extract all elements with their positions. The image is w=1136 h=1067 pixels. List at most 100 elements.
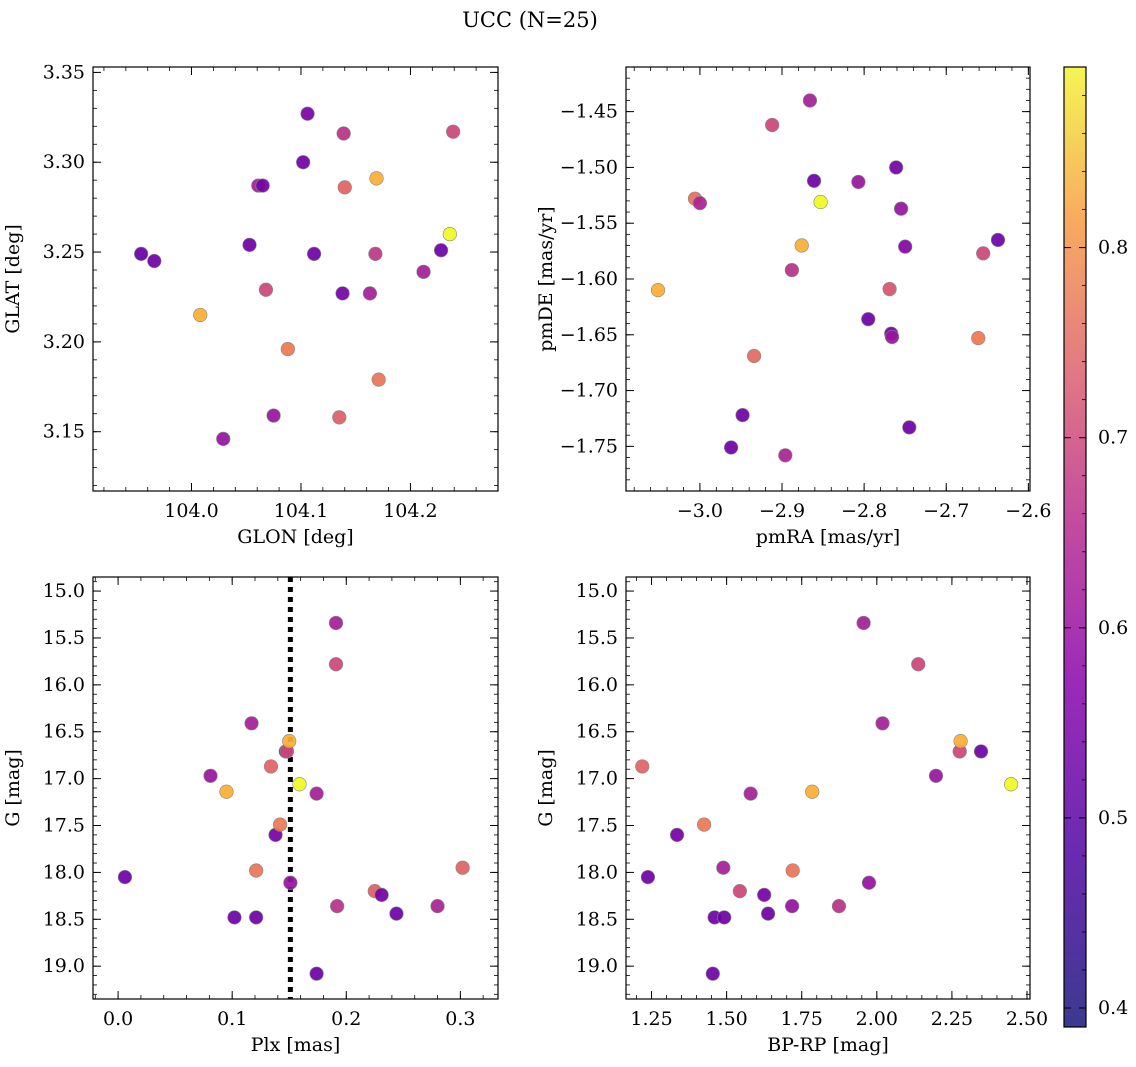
panels: 104.0 104.1 104.2 3.15 3.20 3.25 3.30 3.35 GLON … — [2, 61, 1051, 1056]
y-axis-label: G [mag] — [535, 749, 557, 827]
data-point — [813, 194, 828, 210]
data-point — [785, 899, 800, 914]
data-point — [805, 784, 820, 799]
data-point — [258, 282, 274, 297]
data-point — [778, 448, 793, 463]
data-point — [307, 246, 322, 261]
y-tick-label: 19.0 — [576, 955, 618, 977]
data-point — [309, 786, 324, 801]
data-point — [882, 281, 897, 297]
data-point — [802, 93, 818, 108]
data-point — [416, 264, 431, 279]
x-tick-label: 1.75 — [781, 1008, 823, 1030]
data-point — [635, 759, 650, 774]
data-point — [650, 283, 666, 298]
colorbar-tick-label: 0.4 — [1098, 997, 1128, 1019]
data-point — [263, 759, 279, 774]
y-tick-label: −1.45 — [560, 101, 618, 123]
data-point — [692, 196, 708, 211]
data-point — [861, 312, 876, 327]
data-point — [249, 910, 264, 925]
data-point — [953, 734, 968, 749]
y-tick-label: 16.5 — [576, 721, 618, 743]
data-point — [442, 226, 457, 242]
y-tick-label: −1.60 — [560, 268, 618, 290]
data-point — [242, 237, 257, 252]
y-tick-label: 3.30 — [43, 151, 85, 173]
y-tick-label: 17.5 — [576, 815, 618, 837]
y-tick-label: −1.75 — [560, 435, 618, 457]
data-point — [705, 966, 720, 981]
y-tick-label: 18.0 — [43, 861, 85, 883]
data-point — [794, 238, 809, 253]
colorbar-gradient — [1063, 66, 1087, 1028]
data-point — [735, 408, 750, 423]
x-tick-label: 2.00 — [856, 1008, 898, 1030]
data-point — [371, 372, 386, 387]
y-tick-label: 15.5 — [576, 627, 618, 649]
data-point — [971, 331, 986, 346]
y-tick-label: 15.0 — [576, 580, 618, 602]
data-point — [336, 126, 351, 141]
x-axis-label: BP-RP [mag] — [767, 1034, 889, 1056]
data-point — [337, 180, 352, 195]
y-tick-label: −1.70 — [560, 380, 618, 402]
data-point — [296, 155, 311, 170]
data-point — [117, 869, 133, 885]
x-tick-label: −2.6 — [1005, 500, 1051, 522]
x-tick-label: 2.50 — [1006, 1008, 1048, 1030]
colorbar-tick-label: 0.8 — [1098, 237, 1128, 259]
data-point — [227, 910, 242, 925]
y-tick-label: 17.0 — [576, 768, 618, 790]
data-point — [332, 410, 347, 425]
data-point — [374, 887, 389, 903]
data-point — [266, 408, 281, 423]
data-point — [717, 910, 732, 925]
data-point — [330, 899, 345, 914]
data-point — [898, 239, 913, 254]
y-axis-label: pmDE [mas/yr] — [535, 206, 557, 351]
data-point — [193, 307, 208, 323]
x-axis-label: GLON [deg] — [237, 526, 353, 548]
x-tick-label: 104.2 — [383, 500, 437, 522]
data-point — [911, 657, 926, 672]
axes-frame — [92, 66, 499, 492]
colorbar-tick-label: 0.5 — [1098, 807, 1128, 829]
data-point — [282, 734, 297, 749]
x-tick-label: 1.25 — [630, 1008, 672, 1030]
data-point — [928, 768, 944, 783]
y-tick-label: 17.5 — [43, 815, 85, 837]
data-point — [300, 106, 315, 121]
data-point — [362, 286, 378, 301]
x-tick-label: −2.9 — [759, 500, 805, 522]
data-point — [309, 966, 324, 981]
x-tick-label: 104.0 — [164, 500, 218, 522]
x-tick-label: 2.25 — [931, 1008, 973, 1030]
data-point — [889, 160, 904, 175]
data-point — [640, 869, 656, 885]
data-point — [856, 615, 871, 631]
y-tick-label: 18.5 — [576, 908, 618, 930]
y-tick-label: 3.20 — [43, 331, 85, 353]
data-point — [369, 171, 384, 186]
y-tick-label: 16.0 — [576, 674, 618, 696]
y-tick-label: 15.5 — [43, 627, 85, 649]
data-point — [272, 817, 288, 832]
data-point — [669, 827, 685, 842]
data-point — [884, 329, 900, 345]
colorbar: 0.4 0.5 0.6 0.7 0.8 — [1063, 66, 1128, 1028]
axes-frame — [625, 576, 1031, 1000]
colorbar-tick-label: 0.7 — [1098, 427, 1128, 449]
data-point — [861, 875, 877, 890]
data-point — [743, 786, 758, 801]
data-point — [732, 884, 747, 899]
data-point — [328, 657, 344, 672]
y-tick-label: 3.15 — [43, 421, 85, 443]
data-point — [696, 817, 712, 832]
y-tick-label: 17.0 — [43, 768, 85, 790]
data-point — [249, 863, 264, 878]
y-tick-label: 3.35 — [43, 61, 85, 83]
y-tick-label: 16.0 — [43, 674, 85, 696]
data-point — [292, 777, 307, 792]
data-point — [328, 615, 344, 631]
